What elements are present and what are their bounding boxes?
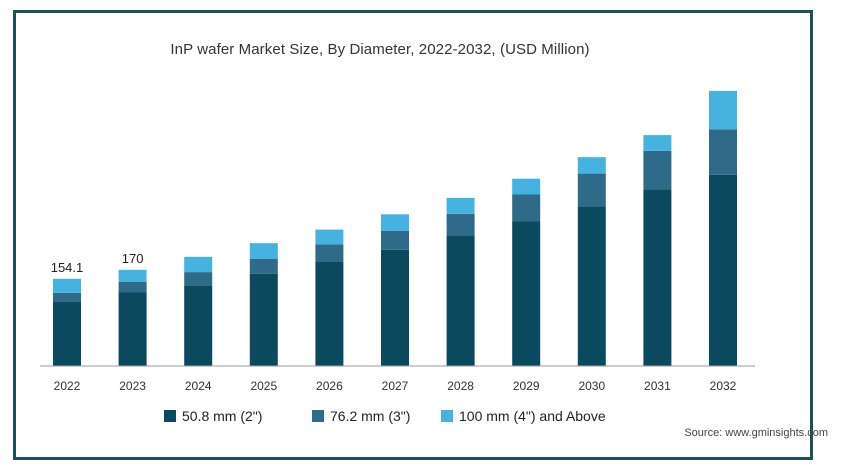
x-tick-2028: 2028 xyxy=(447,379,474,393)
bar-2030-series-2 xyxy=(577,157,606,174)
x-tick-2023: 2023 xyxy=(119,379,146,393)
x-tick-2024: 2024 xyxy=(185,379,212,393)
legend-item-0: 50.8 mm (2") xyxy=(164,408,262,424)
bar-2022-series-0 xyxy=(53,302,81,366)
legend-label-1: 76.2 mm (3") xyxy=(330,408,410,424)
bar-2025-series-2 xyxy=(249,243,278,259)
bar-2027-series-2 xyxy=(381,214,409,231)
x-tick-2032: 2032 xyxy=(710,379,737,393)
bar-2023-series-2 xyxy=(118,269,147,282)
data-labels: 154.1 170 xyxy=(51,251,144,275)
bars-group xyxy=(53,90,737,366)
bar-2032-series-0 xyxy=(709,174,737,366)
x-tick-2022: 2022 xyxy=(54,379,81,393)
bar-2024-series-2 xyxy=(184,256,213,273)
x-tick-2029: 2029 xyxy=(513,379,540,393)
bar-2026-series-1 xyxy=(315,244,344,262)
chart-title: InP wafer Market Size, By Diameter, 2022… xyxy=(170,41,590,58)
bar-2023-series-1 xyxy=(118,281,147,293)
legend-swatch-1 xyxy=(312,410,324,422)
legend-swatch-0 xyxy=(164,410,176,422)
bar-2028-series-2 xyxy=(446,197,475,214)
bar-2027-series-0 xyxy=(381,250,409,366)
bar-2024-series-1 xyxy=(184,272,213,286)
x-tick-2031: 2031 xyxy=(644,379,671,393)
x-tick-2025: 2025 xyxy=(250,379,277,393)
bar-2025-series-1 xyxy=(249,259,278,274)
bar-2032-series-2 xyxy=(709,90,737,130)
bar-2029-series-0 xyxy=(512,221,541,366)
x-ticks: 2022 2023 2024 2025 2026 2027 2028 2029 2030 2031… xyxy=(54,379,737,393)
legend-swatch-2 xyxy=(441,410,453,422)
bar-2022-series-1 xyxy=(53,293,81,303)
bar-2030-series-0 xyxy=(577,206,606,366)
bar-2025-series-0 xyxy=(249,273,278,366)
bar-2031-series-0 xyxy=(643,189,672,366)
x-tick-2026: 2026 xyxy=(316,379,343,393)
bar-2029-series-1 xyxy=(512,194,541,222)
legend-label-2: 100 mm (4") and Above xyxy=(459,408,606,424)
x-tick-2027: 2027 xyxy=(382,379,409,393)
bar-2026-series-2 xyxy=(315,229,344,245)
bar-2024-series-0 xyxy=(184,285,213,366)
bar-2027-series-1 xyxy=(381,230,409,250)
legend-item-2: 100 mm (4") and Above xyxy=(441,408,606,424)
data-label-2022: 154.1 xyxy=(51,260,84,275)
legend: 50.8 mm (2") 76.2 mm (3") 100 mm (4") and … xyxy=(164,408,606,424)
bar-2030-series-1 xyxy=(577,173,606,207)
x-tick-2030: 2030 xyxy=(578,379,605,393)
legend-item-1: 76.2 mm (3") xyxy=(312,408,410,424)
bar-2023-series-0 xyxy=(118,292,147,366)
bar-2031-series-2 xyxy=(643,135,672,151)
bar-2031-series-1 xyxy=(643,150,672,190)
data-label-2023: 170 xyxy=(122,251,144,266)
bar-2022-series-2 xyxy=(53,278,81,293)
bar-2032-series-1 xyxy=(709,129,737,175)
source-note: Source: www.gminsights.com xyxy=(684,427,828,439)
legend-label-0: 50.8 mm (2") xyxy=(182,408,262,424)
bar-2028-series-1 xyxy=(446,213,475,236)
bar-2029-series-2 xyxy=(512,178,541,195)
bar-2028-series-0 xyxy=(446,235,475,366)
chart-frame xyxy=(13,10,813,460)
bar-2026-series-0 xyxy=(315,261,344,366)
